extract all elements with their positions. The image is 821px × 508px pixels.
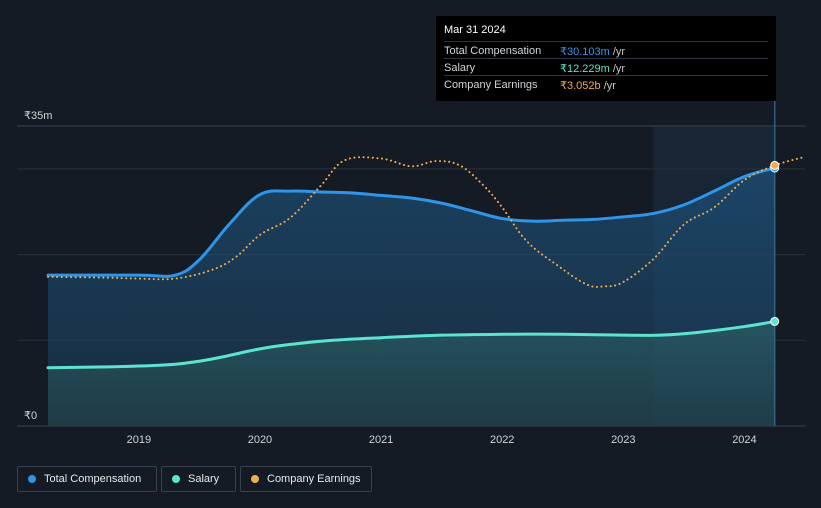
- end-marker-company-earnings: [770, 160, 780, 170]
- x-tick-label: 2020: [248, 434, 272, 446]
- legend-label: Total Compensation: [44, 473, 142, 485]
- series-line-total-compensation: [46, 166, 777, 278]
- x-tick-label: 2019: [127, 434, 151, 446]
- legend-dot-icon: [251, 475, 259, 483]
- legend-item-company-earnings[interactable]: Company Earnings: [240, 466, 372, 492]
- tooltip-value: ₹12.229m /yr: [560, 63, 626, 75]
- legend-label: Salary: [188, 473, 220, 485]
- tooltip-label: Salary: [444, 62, 476, 74]
- x-tick-label: 2023: [611, 434, 635, 446]
- tooltip-value: ₹30.103m /yr: [560, 46, 626, 58]
- x-tick-label: 2024: [732, 434, 756, 446]
- chart-legend: Total Compensation Salary Company Earnin…: [17, 466, 372, 492]
- y-tick-label: ₹0: [24, 410, 37, 422]
- tooltip-date: Mar 31 2024: [444, 24, 506, 36]
- legend-label: Company Earnings: [267, 473, 361, 485]
- x-tick-label: 2021: [369, 434, 393, 446]
- tooltip-row-company-earnings: Company Earnings ₹3.052b /yr: [444, 75, 768, 92]
- x-tick-label: 2022: [490, 434, 514, 446]
- y-tick-label: ₹35m: [24, 110, 52, 122]
- tooltip-label: Company Earnings: [444, 79, 538, 91]
- tooltip-value: ₹3.052b /yr: [560, 80, 616, 92]
- chart-tooltip: Mar 31 2024 Total Compensation ₹30.103m …: [436, 16, 776, 101]
- tooltip-label: Total Compensation: [444, 45, 542, 57]
- legend-dot-icon: [28, 475, 36, 483]
- series-line-salary: [46, 319, 777, 370]
- tooltip-row-total-compensation: Total Compensation ₹30.103m /yr: [444, 41, 768, 58]
- tooltip-row-salary: Salary ₹12.229m /yr: [444, 58, 768, 75]
- end-marker-salary: [770, 316, 780, 326]
- series-area-salary: [48, 321, 775, 426]
- legend-dot-icon: [172, 475, 180, 483]
- legend-item-salary[interactable]: Salary: [161, 466, 236, 492]
- legend-item-total-compensation[interactable]: Total Compensation: [17, 466, 157, 492]
